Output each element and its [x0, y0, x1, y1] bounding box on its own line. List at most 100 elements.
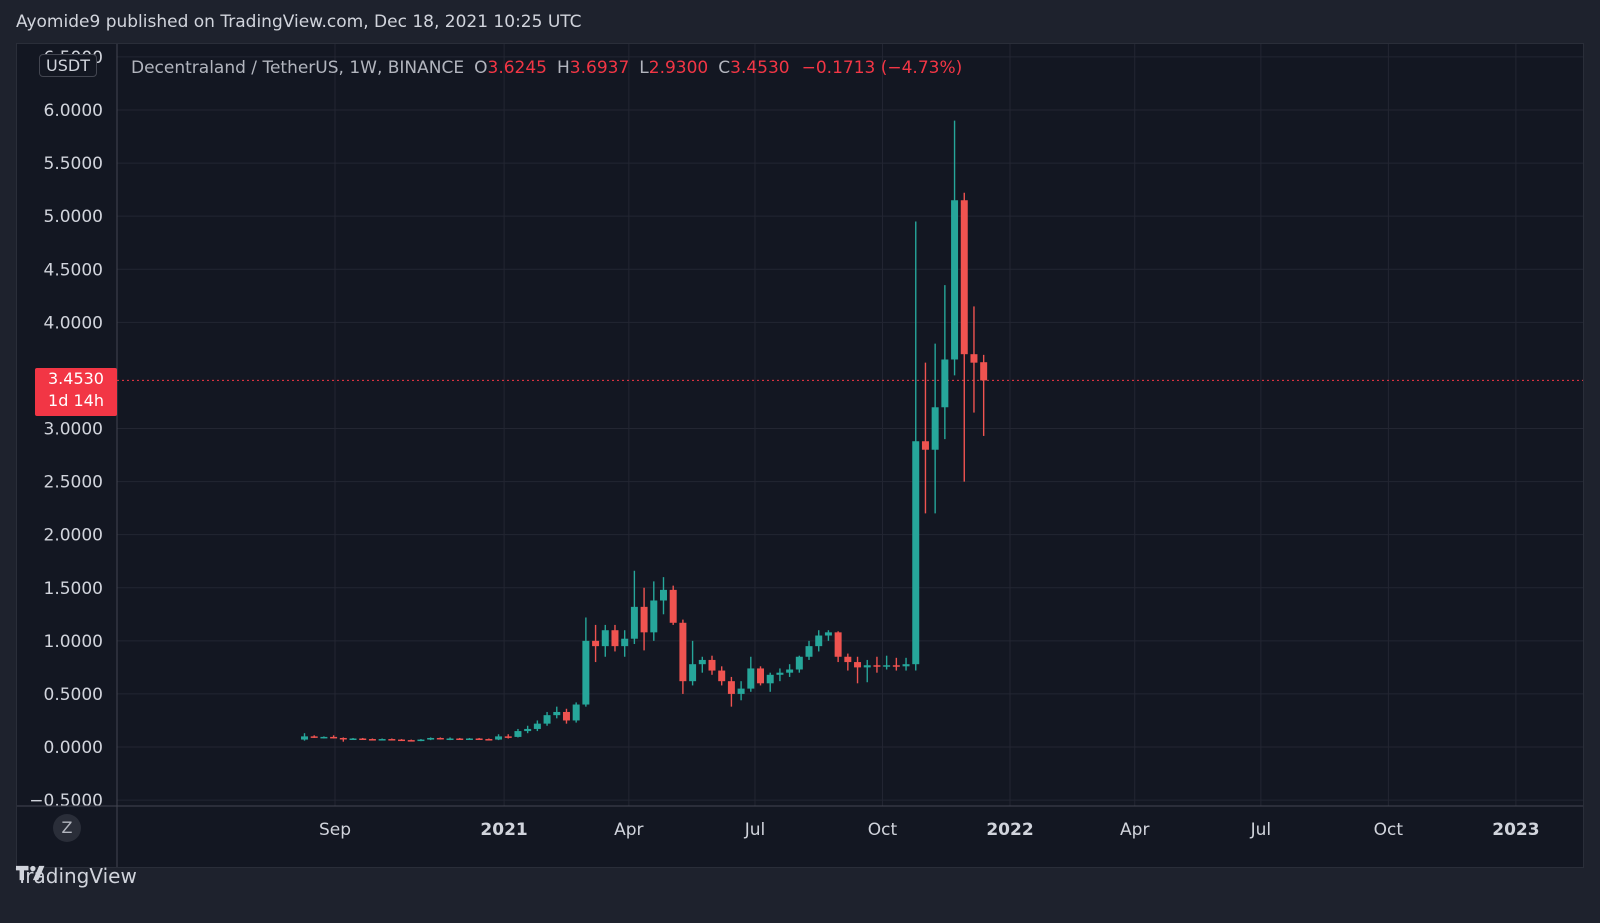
candle-body-up: [689, 664, 697, 682]
candle-body-up: [533, 723, 541, 729]
x-tick-label: 2022: [986, 820, 1033, 840]
candle-body-up: [776, 672, 784, 675]
y-tick-label: 4.5000: [44, 260, 103, 280]
y-tick-label: 3.0000: [44, 420, 103, 440]
candle-body-down: [407, 740, 415, 742]
candle-body-up: [795, 656, 803, 670]
candle-body-up: [572, 704, 580, 721]
candle-body-up: [465, 738, 473, 741]
candle-body-up: [766, 674, 774, 684]
candle-body-up: [650, 600, 658, 633]
candle-body-up: [378, 739, 386, 741]
chart-panel[interactable]: 6.50006.00005.50005.00004.50004.00003.00…: [16, 43, 1584, 868]
candle-body-down: [757, 668, 765, 684]
candle-body-down: [970, 354, 978, 363]
candlestick-chart[interactable]: 6.50006.00005.50005.00004.50004.00003.00…: [17, 44, 1584, 868]
tradingview-logo-icon: [16, 865, 45, 881]
candle-body-up: [737, 688, 745, 694]
candle-body-down: [708, 659, 716, 671]
legend-open-key: O: [474, 58, 488, 78]
candle-body-up: [698, 659, 706, 665]
legend-open-value: 3.6245: [487, 58, 547, 78]
candle-body-down: [388, 739, 396, 741]
bar-countdown: 1d 14h: [48, 391, 104, 410]
y-tick-label: 0.0000: [44, 738, 103, 758]
y-tick-label: 1.0000: [44, 632, 103, 652]
x-tick-label: Apr: [614, 820, 643, 840]
x-tick-label: Oct: [868, 820, 898, 840]
candle-body-up: [863, 665, 871, 668]
candle-body-up: [514, 731, 522, 737]
candle-body-up: [824, 632, 832, 636]
candle-body-down: [892, 665, 900, 667]
candle-body-down: [562, 711, 570, 721]
y-tick-label: 2.0000: [44, 526, 103, 546]
candle-body-down: [592, 640, 600, 647]
brand-footer[interactable]: TradingView: [16, 864, 137, 888]
timezone-z-button[interactable]: Z: [53, 814, 81, 842]
candle-body-up: [659, 589, 667, 601]
ohlc-legend: Decentraland / TetherUS, 1W, BINANCE O3.6…: [131, 58, 962, 78]
candle-body-up: [902, 664, 910, 667]
candle-body-up: [601, 630, 609, 647]
candle-body-down: [398, 739, 406, 742]
candle-body-up: [427, 737, 435, 740]
legend-high-value: 3.6937: [569, 58, 630, 78]
legend-low-key: L: [639, 58, 649, 78]
published-header: Ayomide9 published on TradingView.com, D…: [16, 12, 582, 32]
candle-body-up: [543, 715, 551, 724]
y-tick-label: 1.5000: [44, 579, 103, 599]
candle-body-down: [330, 736, 338, 739]
candle-body-up: [951, 200, 959, 360]
candle-body-down: [611, 630, 619, 647]
last-price-value: 3.4530: [48, 369, 104, 388]
candle-body-down: [368, 739, 376, 741]
y-tick-label: 5.5000: [44, 154, 103, 174]
candle-body-up: [582, 640, 590, 705]
candle-body-down: [359, 738, 367, 741]
candle-body-up: [621, 638, 629, 647]
candle-body-down: [475, 738, 483, 741]
candle-body-down: [854, 662, 862, 668]
candle-body-up: [941, 359, 949, 408]
candle-body-down: [456, 738, 464, 741]
candle-body-down: [980, 362, 988, 381]
candle-body-up: [630, 606, 638, 639]
candle-body-down: [679, 622, 687, 682]
currency-badge[interactable]: USDT: [39, 54, 97, 77]
legend-close-value: 3.4530: [730, 58, 790, 78]
candle-body-up: [883, 665, 891, 667]
x-tick-label: Oct: [1374, 820, 1404, 840]
candle-body-up: [349, 738, 357, 741]
x-tick-label: Jul: [1250, 820, 1272, 840]
candle-body-up: [786, 669, 794, 673]
legend-symbol: Decentraland / TetherUS, 1W, BINANCE: [131, 58, 465, 78]
candle-body-down: [960, 200, 968, 355]
legend-low-value: 2.9300: [648, 58, 709, 78]
x-tick-label: 2021: [480, 820, 527, 840]
legend-change-value: −0.1713 (−4.73%): [801, 58, 963, 78]
candle-body-down: [310, 736, 318, 738]
candle-body-up: [524, 728, 532, 732]
candle-body-up: [417, 739, 425, 742]
candle-body-up: [320, 736, 328, 739]
candle-body-up: [931, 407, 939, 450]
candle-body-down: [718, 670, 726, 682]
candle-body-down: [339, 737, 347, 740]
candle-body-down: [921, 441, 929, 450]
legend-high-key: H: [557, 58, 570, 78]
candle-body-up: [495, 736, 503, 740]
x-tick-label: 2023: [1492, 820, 1539, 840]
candle-body-up: [553, 711, 561, 716]
y-tick-label: −0.5000: [29, 791, 103, 811]
candle-body-up: [912, 441, 920, 665]
y-tick-label: 6.0000: [44, 101, 103, 121]
candle-body-down: [640, 606, 648, 633]
candle-body-down: [727, 681, 735, 694]
candle-body-down: [485, 739, 493, 741]
candle-body-down: [669, 589, 677, 623]
x-tick-label: Jul: [744, 820, 766, 840]
legend-close-key: C: [718, 58, 731, 78]
candle-body-up: [301, 736, 308, 740]
y-tick-label: 2.5000: [44, 473, 103, 493]
